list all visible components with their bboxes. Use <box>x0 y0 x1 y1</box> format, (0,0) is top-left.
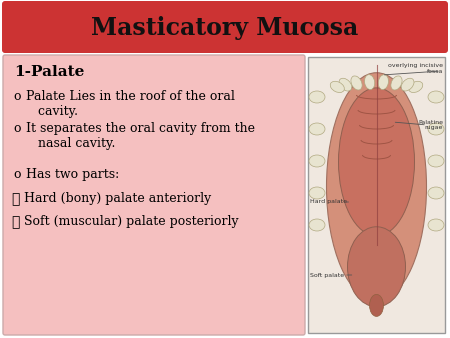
Ellipse shape <box>309 123 325 135</box>
Ellipse shape <box>338 88 414 236</box>
Ellipse shape <box>428 155 444 167</box>
Ellipse shape <box>351 76 362 90</box>
Text: Soft palate: Soft palate <box>310 272 344 277</box>
Text: o: o <box>13 90 21 103</box>
Text: Palatine
rugae: Palatine rugae <box>418 120 443 130</box>
Ellipse shape <box>309 155 325 167</box>
Ellipse shape <box>309 91 325 103</box>
Ellipse shape <box>378 75 388 90</box>
Text: ➤: ➤ <box>11 215 19 229</box>
Text: Hard (bony) palate anteriorly: Hard (bony) palate anteriorly <box>24 192 211 205</box>
Ellipse shape <box>428 187 444 199</box>
Ellipse shape <box>347 227 405 307</box>
Text: Masticatory Mucosa: Masticatory Mucosa <box>91 16 359 40</box>
FancyBboxPatch shape <box>308 57 445 333</box>
Text: Soft (muscular) palate posteriorly: Soft (muscular) palate posteriorly <box>24 215 238 228</box>
Text: o: o <box>13 168 21 181</box>
Ellipse shape <box>428 123 444 135</box>
Text: 1-Palate: 1-Palate <box>14 65 85 79</box>
Ellipse shape <box>369 294 383 316</box>
Ellipse shape <box>309 219 325 231</box>
Ellipse shape <box>391 76 402 90</box>
Ellipse shape <box>401 78 414 91</box>
Ellipse shape <box>409 81 423 93</box>
Ellipse shape <box>309 187 325 199</box>
Text: Has two parts:: Has two parts: <box>26 168 119 181</box>
Ellipse shape <box>330 81 344 93</box>
FancyBboxPatch shape <box>2 1 448 53</box>
Ellipse shape <box>364 75 375 90</box>
Ellipse shape <box>428 91 444 103</box>
Ellipse shape <box>339 78 352 91</box>
Ellipse shape <box>327 73 427 301</box>
FancyBboxPatch shape <box>3 55 305 335</box>
Text: ➤: ➤ <box>11 192 19 206</box>
Text: overlying incisive
fossa: overlying incisive fossa <box>388 63 443 74</box>
Text: Palate Lies in the roof of the oral
   cavity.: Palate Lies in the roof of the oral cavi… <box>26 90 235 118</box>
Text: Hard palate: Hard palate <box>310 199 347 204</box>
Text: o: o <box>13 122 21 135</box>
Ellipse shape <box>428 219 444 231</box>
Text: It separates the oral cavity from the
   nasal cavity.: It separates the oral cavity from the na… <box>26 122 255 150</box>
